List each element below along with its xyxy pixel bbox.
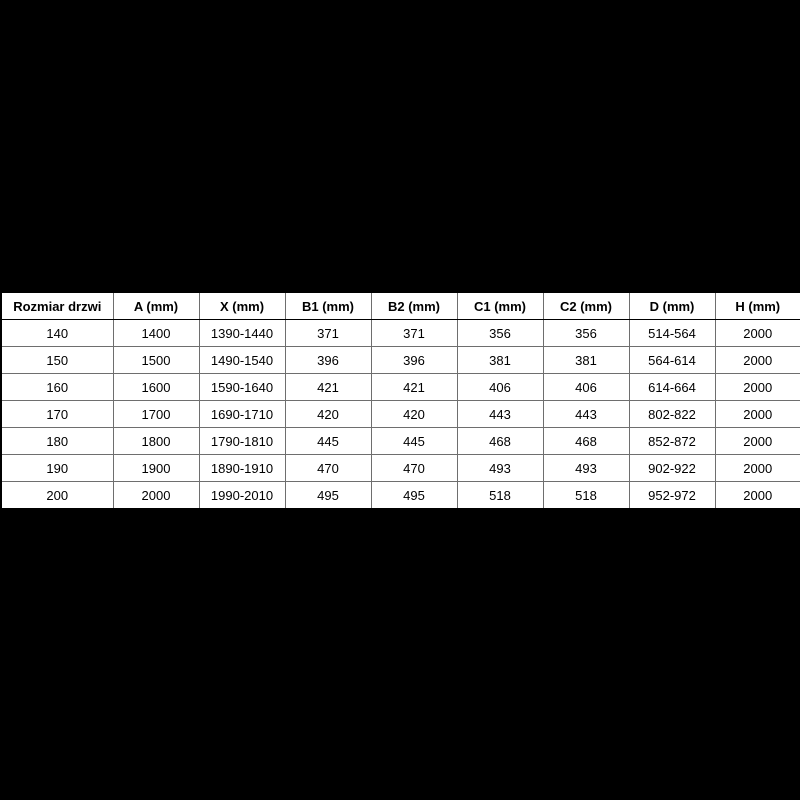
table-cell: 371 xyxy=(370,319,458,347)
table-cell: 1600 xyxy=(112,373,200,401)
table-cell: 493 xyxy=(542,454,630,482)
table-row: 200 2000 1990-2010 495 495 518 518 952-972 2000 xyxy=(0,481,800,510)
table-cell: 1400 xyxy=(112,319,200,347)
table-cell: 1490-1540 xyxy=(198,346,286,374)
table-cell: 371 xyxy=(284,319,372,347)
table-cell: 1790-1810 xyxy=(198,427,286,455)
door-size-spec-table: Rozmiar drzwi A (mm) X (mm) B1 (mm) B2 (mm) C… xyxy=(0,291,800,510)
table-cell: 518 xyxy=(542,481,630,510)
table-cell: 2000 xyxy=(714,454,800,482)
table-cell: 396 xyxy=(284,346,372,374)
table-cell: 493 xyxy=(456,454,544,482)
table-cell: 1890-1910 xyxy=(198,454,286,482)
table-cell: 150 xyxy=(0,346,114,374)
table-cell: 802-822 xyxy=(628,400,716,428)
header-row: Rozmiar drzwi A (mm) X (mm) B1 (mm) B2 (mm) C… xyxy=(0,291,800,320)
column-header: X (mm) xyxy=(198,291,286,320)
table-cell: 381 xyxy=(456,346,544,374)
table-cell: 852-872 xyxy=(628,427,716,455)
table-cell: 420 xyxy=(370,400,458,428)
table-cell: 564-614 xyxy=(628,346,716,374)
spec-table-body: 140 1400 1390-1440 371 371 356 356 514-564 2000 1… xyxy=(0,319,800,510)
column-header: D (mm) xyxy=(628,291,716,320)
column-header: B2 (mm) xyxy=(370,291,458,320)
table-cell: 470 xyxy=(370,454,458,482)
table-cell: 518 xyxy=(456,481,544,510)
table-row: 150 1500 1490-1540 396 396 381 381 564-614 2000 xyxy=(0,346,800,374)
column-header: A (mm) xyxy=(112,291,200,320)
table-cell: 443 xyxy=(456,400,544,428)
table-cell: 468 xyxy=(542,427,630,455)
table-cell: 2000 xyxy=(112,481,200,510)
table-cell: 2000 xyxy=(714,400,800,428)
table-cell: 2000 xyxy=(714,427,800,455)
table-cell: 495 xyxy=(370,481,458,510)
table-cell: 2000 xyxy=(714,373,800,401)
table-cell: 445 xyxy=(370,427,458,455)
table-cell: 1800 xyxy=(112,427,200,455)
table-cell: 952-972 xyxy=(628,481,716,510)
table-cell: 421 xyxy=(284,373,372,401)
table-cell: 2000 xyxy=(714,319,800,347)
table-cell: 421 xyxy=(370,373,458,401)
table-cell: 170 xyxy=(0,400,114,428)
table-cell: 356 xyxy=(542,319,630,347)
table-row: 170 1700 1690-1710 420 420 443 443 802-822 2000 xyxy=(0,400,800,428)
table-row: 180 1800 1790-1810 445 445 468 468 852-872 2000 xyxy=(0,427,800,455)
column-header: B1 (mm) xyxy=(284,291,372,320)
table-cell: 381 xyxy=(542,346,630,374)
table-cell: 1690-1710 xyxy=(198,400,286,428)
column-header: H (mm) xyxy=(714,291,800,320)
table-cell: 1990-2010 xyxy=(198,481,286,510)
table-cell: 1590-1640 xyxy=(198,373,286,401)
table-row: 160 1600 1590-1640 421 421 406 406 614-664 2000 xyxy=(0,373,800,401)
table-row: 190 1900 1890-1910 470 470 493 493 902-922 2000 xyxy=(0,454,800,482)
door-size-spec-table-container: Rozmiar drzwi A (mm) X (mm) B1 (mm) B2 (mm) C… xyxy=(0,291,800,510)
table-cell: 200 xyxy=(0,481,114,510)
table-cell: 468 xyxy=(456,427,544,455)
column-header: C2 (mm) xyxy=(542,291,630,320)
table-cell: 180 xyxy=(0,427,114,455)
table-cell: 1500 xyxy=(112,346,200,374)
table-cell: 495 xyxy=(284,481,372,510)
spec-table-header: Rozmiar drzwi A (mm) X (mm) B1 (mm) B2 (mm) C… xyxy=(0,291,800,320)
table-cell: 406 xyxy=(456,373,544,401)
table-cell: 445 xyxy=(284,427,372,455)
column-header: C1 (mm) xyxy=(456,291,544,320)
table-cell: 470 xyxy=(284,454,372,482)
table-cell: 1900 xyxy=(112,454,200,482)
table-cell: 140 xyxy=(0,319,114,347)
table-cell: 356 xyxy=(456,319,544,347)
table-cell: 902-922 xyxy=(628,454,716,482)
table-cell: 406 xyxy=(542,373,630,401)
table-row: 140 1400 1390-1440 371 371 356 356 514-564 2000 xyxy=(0,319,800,347)
table-cell: 2000 xyxy=(714,481,800,510)
table-cell: 514-564 xyxy=(628,319,716,347)
table-cell: 443 xyxy=(542,400,630,428)
table-cell: 1700 xyxy=(112,400,200,428)
table-cell: 396 xyxy=(370,346,458,374)
column-header: Rozmiar drzwi xyxy=(0,291,114,320)
table-cell: 614-664 xyxy=(628,373,716,401)
table-cell: 1390-1440 xyxy=(198,319,286,347)
table-cell: 2000 xyxy=(714,346,800,374)
table-cell: 190 xyxy=(0,454,114,482)
table-cell: 420 xyxy=(284,400,372,428)
table-cell: 160 xyxy=(0,373,114,401)
